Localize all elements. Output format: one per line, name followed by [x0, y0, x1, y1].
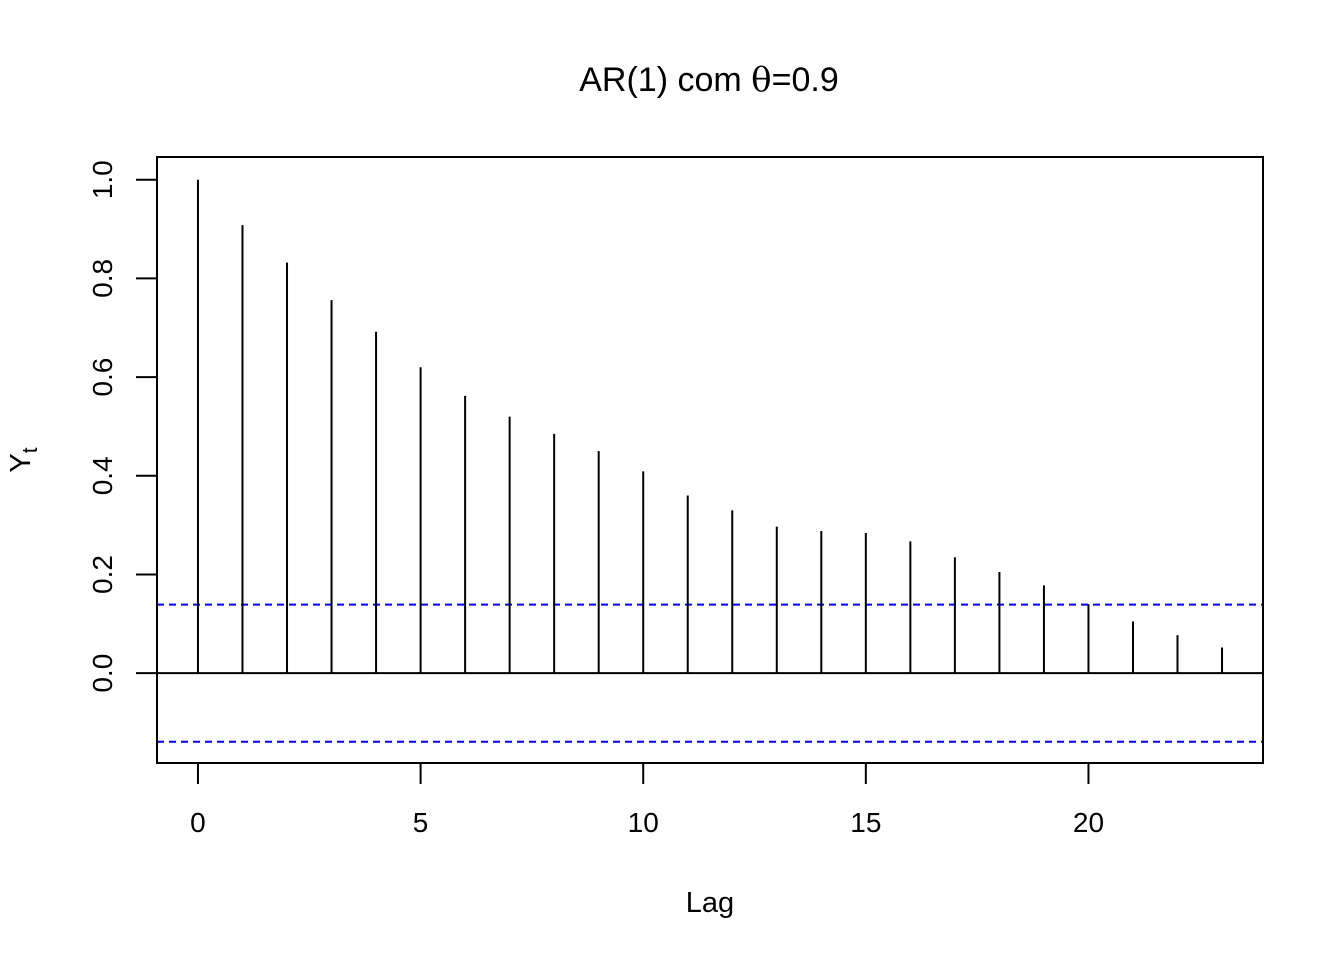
confidence-band [157, 603, 1263, 743]
chart-title-main: AR(1) com [579, 61, 751, 99]
y-tick-label: 0.2 [87, 555, 118, 594]
acf-bars [196, 179, 1224, 674]
y-tick-label: 0.4 [87, 456, 118, 495]
x-axis-label: Lag [686, 887, 734, 919]
chart-title-rest: =0.9 [772, 61, 839, 99]
chart-title-symbol: θ [751, 60, 771, 100]
y-tick-label: 1.0 [87, 160, 118, 199]
x-tick-label: 10 [628, 807, 659, 838]
y-tick-label: 0.0 [87, 654, 118, 693]
y-tick-label: 0.8 [87, 259, 118, 298]
y-tick-label: 0.6 [87, 358, 118, 397]
chart-title: AR(1) com θ=0.9 [579, 60, 839, 100]
y-axis-label: Yt [5, 447, 42, 472]
x-tick-label: 5 [413, 807, 429, 838]
plot-frame [156, 156, 1264, 764]
y-axis-label-main: Y [5, 453, 37, 472]
y-axis-label-sub: t [19, 447, 42, 453]
x-tick-label: 0 [190, 807, 206, 838]
y-axis: 0.0 0.2 0.4 0.6 0.8 1.0 [87, 160, 158, 693]
x-tick-label: 20 [1073, 807, 1104, 838]
x-axis: 0 5 10 15 20 [190, 762, 1104, 838]
x-tick-label: 15 [850, 807, 881, 838]
